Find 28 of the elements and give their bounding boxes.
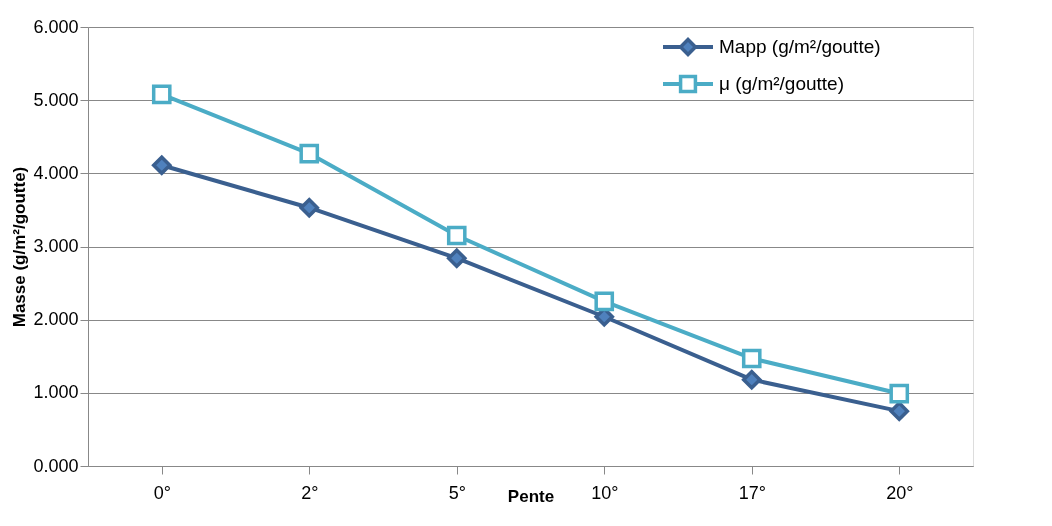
y-tick-label: 4.000 [33, 162, 79, 183]
x-tick-label: 2° [301, 482, 319, 503]
x-tick-label: 5° [448, 482, 466, 503]
y-tick-label: 1.000 [33, 382, 79, 403]
y-tick-label: 3.000 [33, 236, 79, 256]
point [889, 383, 910, 404]
point [594, 291, 615, 312]
y-tick-label: 0.000 [33, 455, 79, 476]
point [151, 84, 172, 105]
point [151, 155, 172, 176]
y-axis-title: Masse (g/m²/goutte) [10, 166, 30, 328]
x-tick-label: 17° [738, 482, 766, 503]
point [741, 348, 762, 369]
point [889, 401, 910, 421]
legend-label: μ (g/m²/goutte) [719, 73, 844, 94]
x-tick-label: 20° [886, 482, 914, 503]
x-axis-title: Pente [507, 486, 555, 506]
point [299, 143, 320, 164]
point [446, 248, 467, 269]
point [299, 197, 320, 218]
y-tick-label: 2.000 [33, 309, 79, 330]
y-tick-label: 5.000 [33, 89, 79, 110]
x-tick-label: 10° [591, 482, 619, 503]
y-tick-label: 6.000 [33, 16, 79, 37]
x-tick-label: 0° [153, 482, 171, 503]
point [741, 369, 762, 390]
legend-label: Mapp (g/m²/goutte) [719, 36, 881, 57]
point [446, 225, 467, 246]
